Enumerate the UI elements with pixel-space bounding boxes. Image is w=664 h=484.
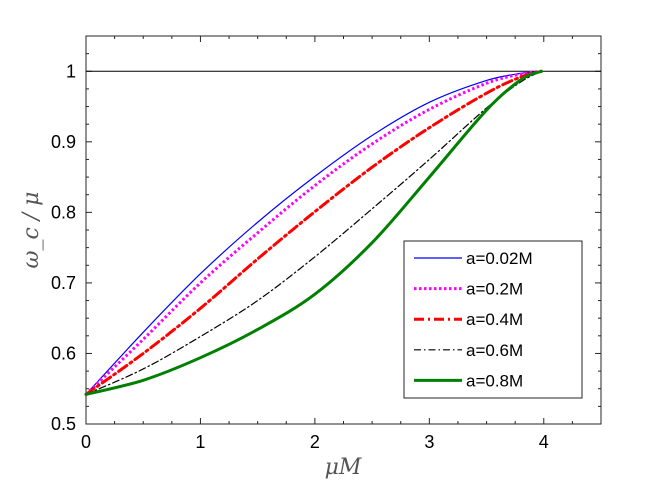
y-tick-label: 0.7 [51, 273, 76, 293]
legend-label: a=0.4M [466, 310, 523, 329]
x-tick-label: 4 [539, 432, 549, 452]
series-line-a-0-2m [84, 69, 542, 396]
legend-label: a=0.8M [466, 371, 523, 390]
legend-label: a=0.2M [466, 280, 523, 299]
x-tick-label: 0 [81, 432, 91, 452]
legend: a=0.02M a=0.2M a=0.4M a=0.6M a=0.8M [403, 240, 583, 399]
legend-box [403, 240, 583, 399]
series-line-a-0-8m [84, 69, 543, 396]
y-tick-label: 0.6 [51, 343, 76, 363]
x-axis-label: μM [325, 455, 362, 480]
y-tick-label: 0.5 [51, 414, 76, 434]
x-tick-label: 2 [310, 432, 320, 452]
x-tick-labels: 0 1 2 3 4 [81, 432, 549, 452]
y-tick-label: 0.9 [51, 132, 76, 152]
y-tick-labels: 0.5 0.6 0.7 0.8 0.9 1 [51, 61, 76, 434]
legend-label: a=0.02M [466, 249, 533, 268]
y-axis-label: ω_c / μ [19, 192, 44, 269]
series-line-a-0-4m [84, 69, 543, 396]
x-tick-label: 3 [424, 432, 434, 452]
legend-label: a=0.6M [466, 341, 523, 360]
y-tick-label: 1 [66, 61, 76, 81]
x-tick-label: 1 [195, 432, 205, 452]
series-line-a-0-02m [85, 70, 543, 395]
y-tick-label: 0.8 [51, 202, 76, 222]
series-group [84, 69, 543, 396]
